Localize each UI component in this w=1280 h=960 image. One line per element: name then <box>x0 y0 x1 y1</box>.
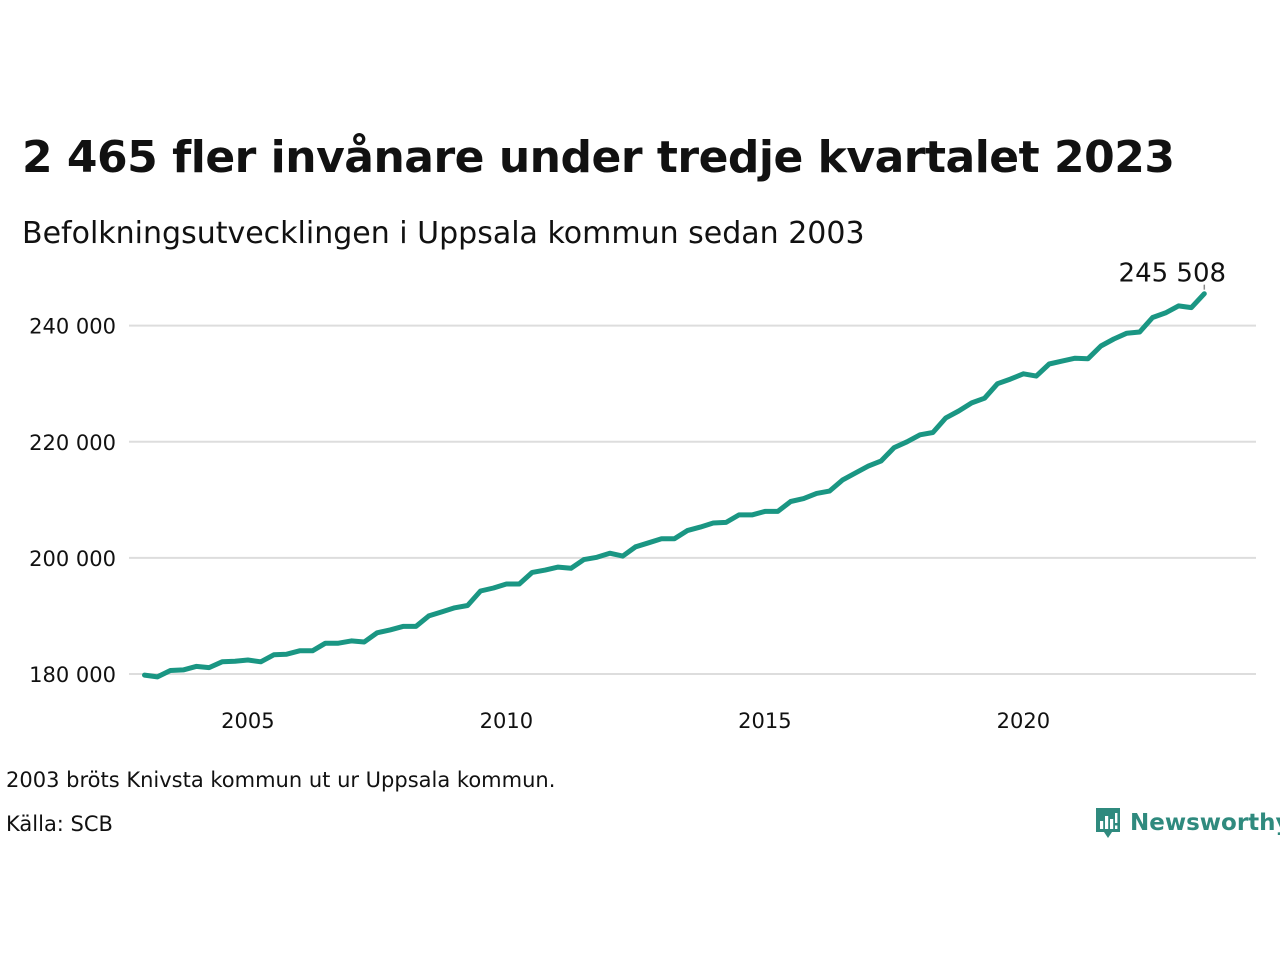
brand-name: Newsworthy <box>1130 810 1280 836</box>
footnote: 2003 bröts Knivsta kommun ut ur Uppsala … <box>6 768 556 792</box>
x-tick-label: 2015 <box>738 709 791 733</box>
x-tick-label: 2020 <box>997 709 1050 733</box>
chart-subtitle: Befolkningsutvecklingen i Uppsala kommun… <box>22 216 865 251</box>
y-tick-label: 220 000 <box>29 431 116 455</box>
y-tick-label: 180 000 <box>29 663 116 687</box>
x-axis-ticks: 2005 2010 2015 2020 <box>221 709 1050 733</box>
grid-lines <box>129 324 1256 675</box>
newsworthy-logo[interactable]: Newsworthy <box>1094 806 1280 840</box>
x-tick-label: 2005 <box>221 709 274 733</box>
chart-title: 2 465 fler invånare under tredje kvartal… <box>22 132 1175 183</box>
x-tick-label: 2010 <box>480 709 533 733</box>
line-chart: 180 000 200 000 220 000 240 000 2005 2010 201… <box>29 259 1256 733</box>
population-line <box>142 291 1207 680</box>
source-label: Källa: SCB <box>6 812 113 836</box>
newsworthy-logo-icon <box>1096 808 1120 838</box>
end-value-label: 245 508 <box>1119 259 1227 289</box>
y-tick-label: 240 000 <box>29 315 116 339</box>
y-axis-ticks: 180 000 200 000 220 000 240 000 <box>29 315 116 687</box>
y-tick-label: 200 000 <box>29 547 116 571</box>
